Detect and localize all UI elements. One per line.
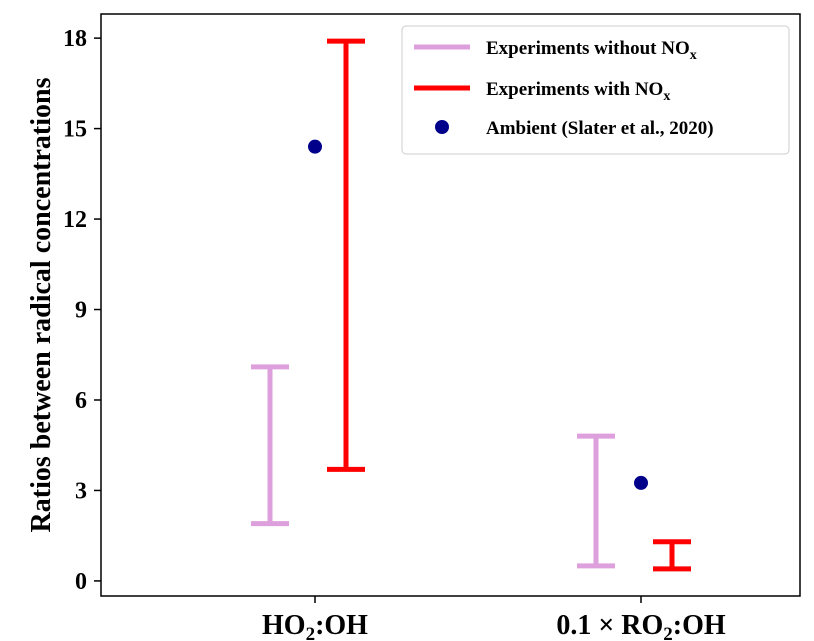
x-axis-ticks: HO2:OH 0.1 × RO2:OH: [262, 596, 726, 641]
legend-label: Ambient (Slater et al., 2020): [486, 118, 714, 139]
series: [251, 38, 691, 572]
y-tick-label: 12: [63, 207, 87, 233]
x-tick-label: HO2:OH: [262, 610, 368, 641]
legend-box: [401, 25, 790, 155]
y-tick-label: 0: [75, 569, 87, 595]
y-tick-label: 3: [75, 478, 87, 504]
y-tick-label: 9: [75, 298, 87, 324]
error-bar: [251, 364, 289, 527]
data-point: [634, 475, 648, 490]
data-point: [308, 139, 322, 154]
legend-label: Experiments without NOx: [486, 38, 697, 63]
legend-marker: [435, 120, 449, 134]
x-tick-label: 0.1 × RO2:OH: [556, 610, 726, 641]
legend: Experiments without NOx Experiments with …: [401, 25, 790, 155]
y-axis-label: Ratios between radical concentrations: [26, 77, 57, 532]
error-bar: [327, 38, 365, 472]
y-tick-label: 15: [63, 117, 87, 143]
y-tick-label: 18: [63, 26, 87, 52]
y-tick-label: 6: [75, 388, 87, 414]
error-bar: [577, 433, 615, 569]
axes: [100, 13, 801, 597]
plot-frame: [100, 13, 801, 597]
legend-label: Experiments with NOx: [486, 79, 670, 104]
y-axis-ticks: 0 3 6 9 12 15 18: [63, 26, 101, 595]
error-bar: [653, 539, 691, 572]
